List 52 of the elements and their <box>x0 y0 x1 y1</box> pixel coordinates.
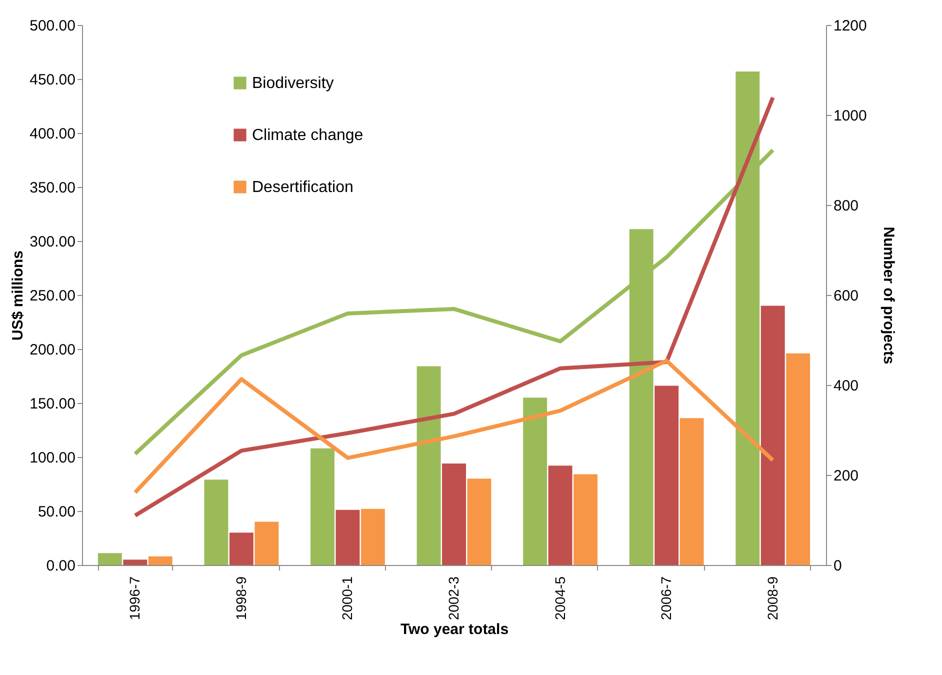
bar <box>523 398 548 565</box>
y-tick-label: 450.00 <box>30 72 76 88</box>
bar <box>442 463 466 565</box>
bar <box>204 480 228 565</box>
y2-tick-label: 200 <box>834 468 859 484</box>
legend-label: Biodiversity <box>252 75 334 92</box>
y-tick-label: 100.00 <box>30 450 76 466</box>
bar <box>680 418 704 565</box>
bar <box>229 532 254 565</box>
bar <box>467 478 492 565</box>
x-tick-label: 1998-9 <box>232 576 249 620</box>
x-tick-label: 2008-9 <box>764 576 780 620</box>
x-tick-label: 1996-7 <box>126 576 143 620</box>
line-series <box>133 358 775 495</box>
y-tick-label: 150.00 <box>30 396 76 412</box>
bar <box>123 560 148 565</box>
x-axis-title: Two year totals <box>400 621 509 638</box>
x-tick-label: 2004-5 <box>552 576 568 620</box>
bar <box>548 466 572 565</box>
bar <box>148 556 172 565</box>
y-tick-label: 0.00 <box>46 558 76 574</box>
legend-label: Climate change <box>252 127 364 144</box>
y-tick-label: 400.00 <box>30 126 76 142</box>
y2-tick-label: 800 <box>834 198 859 214</box>
y2-axis-title: Number of projects <box>880 226 897 364</box>
x-tick-label: 2006-7 <box>658 576 674 620</box>
y2-tick-label: 400 <box>834 378 859 394</box>
x-tick-label: 2000-1 <box>339 576 356 620</box>
y-tick-label: 50.00 <box>38 504 76 520</box>
x-tick-label: 2002-3 <box>446 576 462 620</box>
y-tick-label: 300.00 <box>30 234 76 250</box>
y-tick-label: 200.00 <box>30 342 76 358</box>
bar <box>254 522 279 565</box>
bar <box>574 474 598 565</box>
bar <box>654 386 679 565</box>
y2-tick-label: 1200 <box>834 18 867 34</box>
y-tick-label: 350.00 <box>30 180 76 196</box>
legend-label: Desertification <box>252 179 354 196</box>
y2-tick-label: 1000 <box>834 108 867 124</box>
bar <box>416 366 441 565</box>
y-tick-label: 250.00 <box>30 288 76 304</box>
bar <box>336 510 360 565</box>
bar <box>760 306 785 565</box>
bar <box>98 553 122 565</box>
y-axis-title: US$ millions <box>10 250 27 341</box>
bar <box>786 353 810 565</box>
y-tick-label: 500.00 <box>30 18 76 34</box>
line-series <box>133 95 775 518</box>
bar <box>310 448 334 565</box>
bar <box>360 508 385 565</box>
y2-tick-label: 0 <box>834 558 842 574</box>
y2-tick-label: 600 <box>834 288 859 304</box>
